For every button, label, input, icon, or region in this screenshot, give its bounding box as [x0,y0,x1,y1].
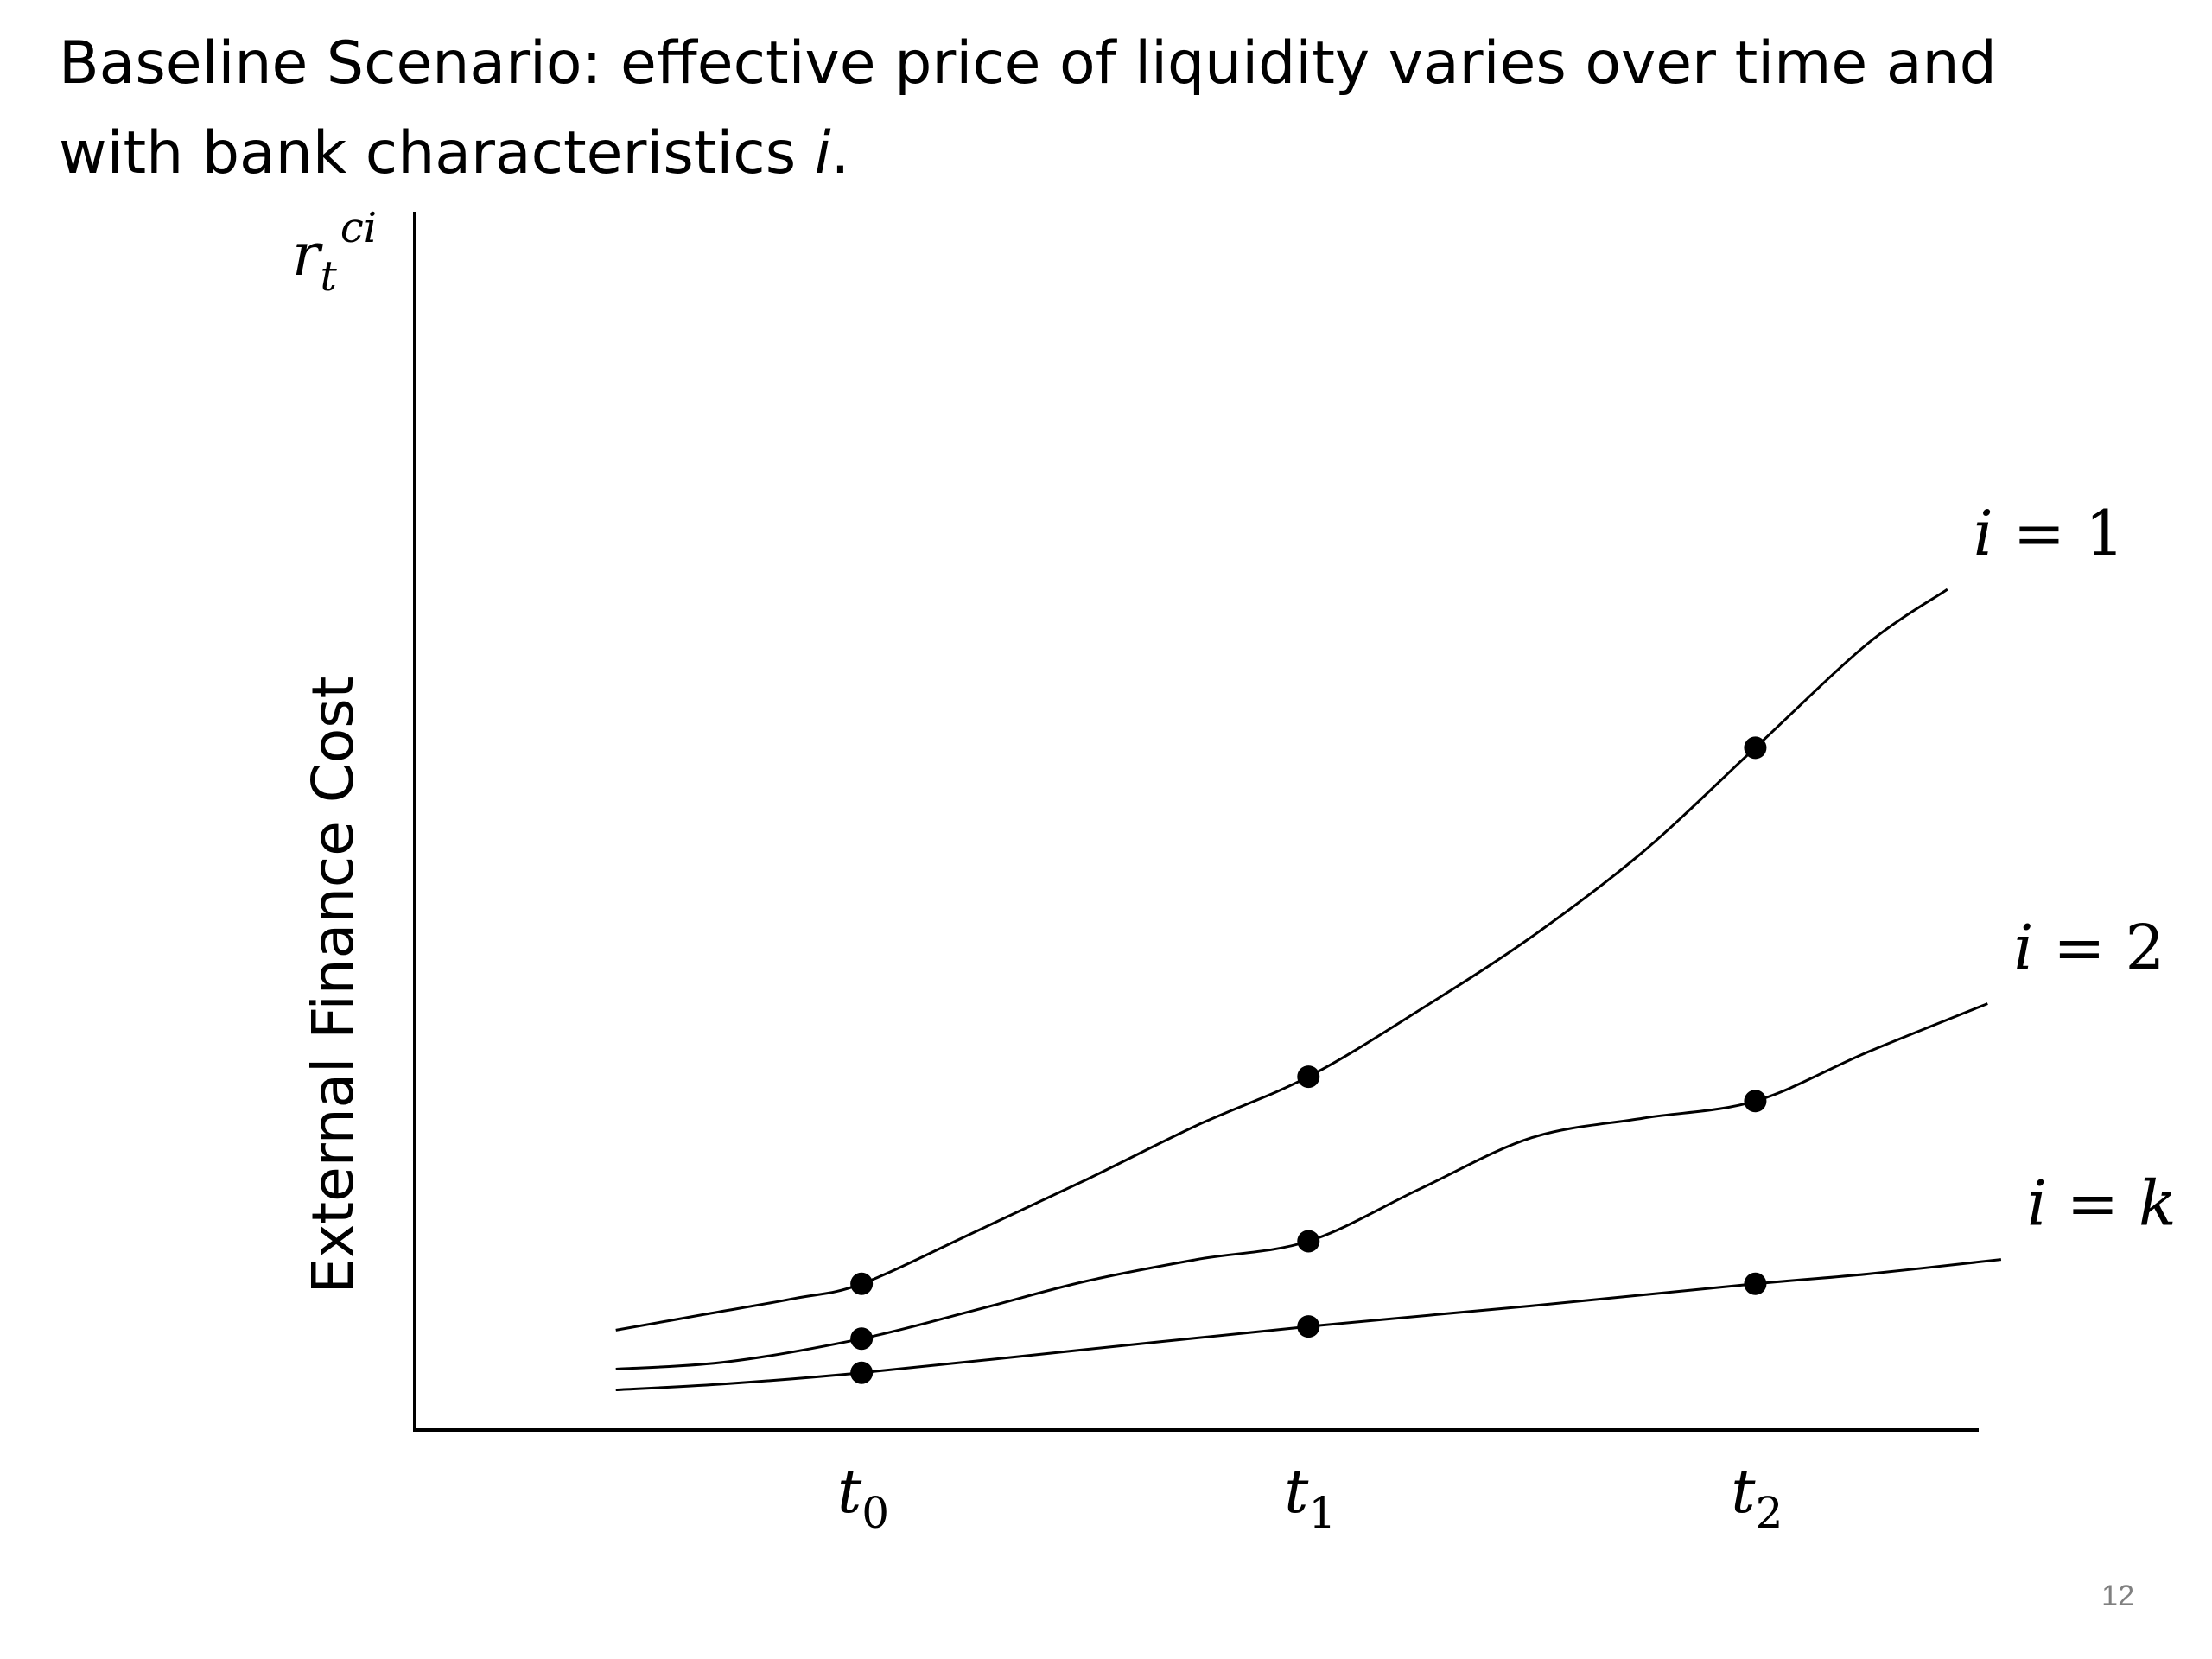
slide-title: Baseline Scenario: effective price of li… [59,19,2150,199]
series-0-point-0 [850,1272,874,1295]
x-tick-label-2: t2 [1731,1456,1783,1538]
series-label-2: i = k [2027,1167,2177,1240]
series-1-point-1 [1297,1230,1320,1253]
series-2-point-0 [850,1361,874,1384]
slide-title-line-2: with bank characteristics i. [59,109,2150,199]
series-2-point-2 [1744,1272,1767,1295]
series-2-point-1 [1297,1315,1320,1338]
series-label-1: i = 2 [2013,912,2164,984]
series-0-point-2 [1744,736,1767,760]
series-layer: i = 1 i = 2 i = k [615,497,2177,1391]
y-axis-label: External Finance Cost [300,676,366,1294]
y-axis-symbol-base: r [292,221,323,289]
slide-title-line-1: Baseline Scenario: effective price of li… [59,29,1997,98]
series-0-point-1 [1297,1065,1320,1089]
y-axis-symbol-sub: t [321,252,338,301]
series-1-point-2 [1744,1090,1767,1113]
slide-title-line-2-var: i [814,119,831,188]
series-1-point-0 [850,1327,874,1351]
x-tick-labels: t0 t1 t2 [837,1456,1783,1538]
series-line-0 [615,588,1948,1332]
x-tick-label-1: t1 [1284,1456,1336,1538]
series-line-1 [615,1002,1988,1370]
slide-title-line-2-prefix: with bank characteristics [59,119,815,188]
page-number: 12 [2101,1580,2134,1612]
y-axis-symbol-sup: ci [340,204,377,252]
series-label-0: i = 1 [1974,497,2125,569]
y-axis-symbol: rtci [292,204,377,301]
x-tick-label-0: t0 [837,1456,889,1538]
slide-title-line-2-suffix: . [830,119,850,188]
